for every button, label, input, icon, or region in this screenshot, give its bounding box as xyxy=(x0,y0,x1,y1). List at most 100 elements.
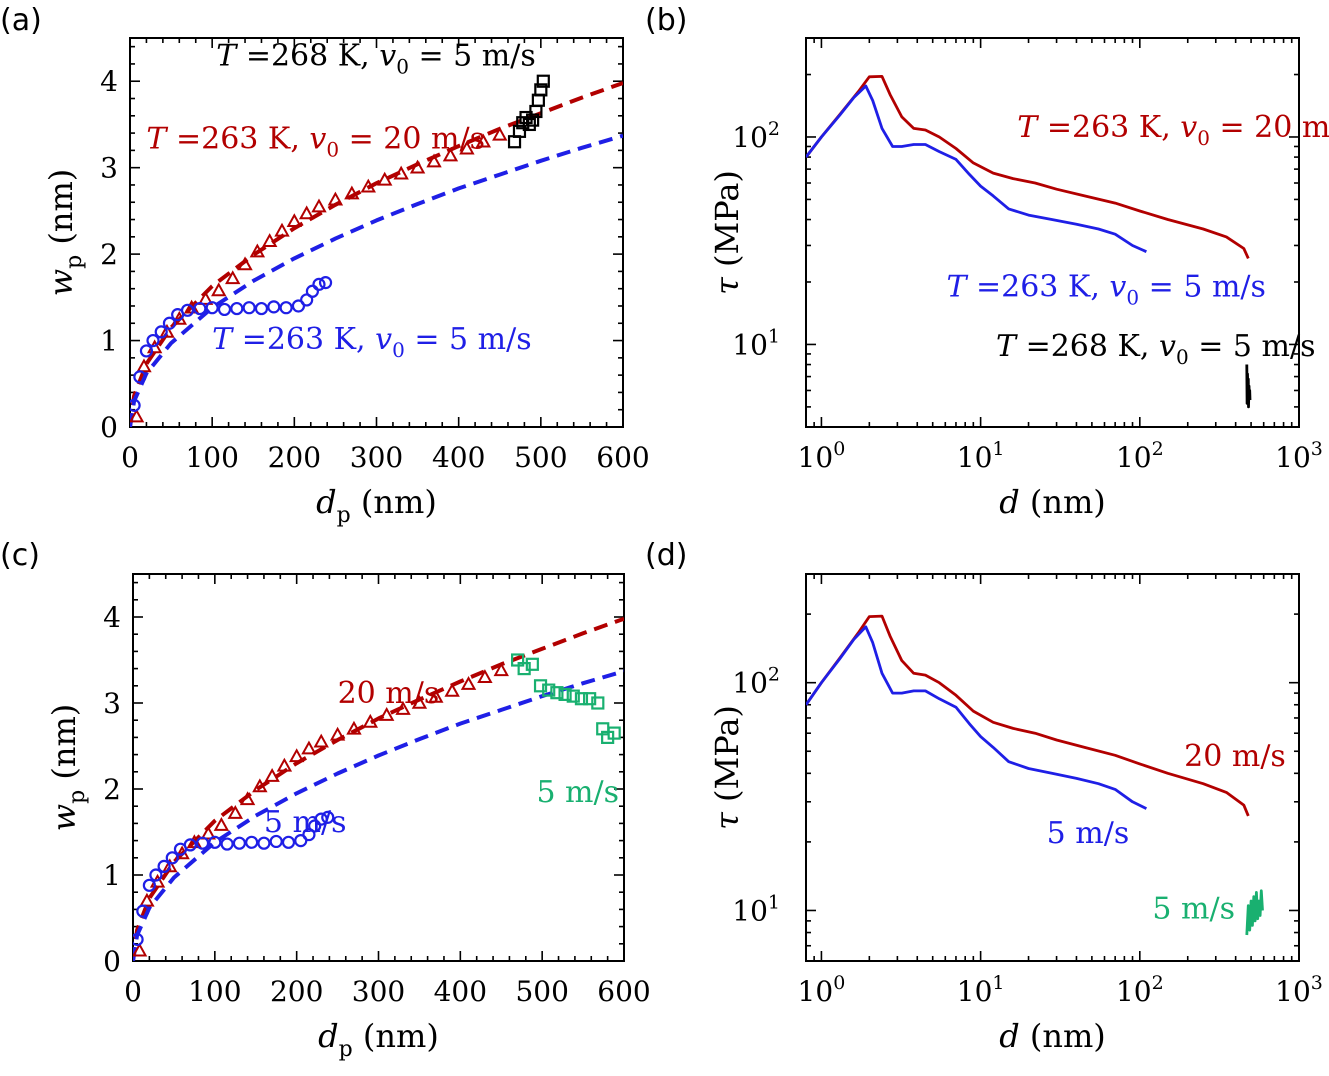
x-tick-label: 0 xyxy=(124,975,142,1008)
annotation-black: T =268 K, v0 = 5 m/s xyxy=(996,329,1315,369)
square-marker xyxy=(522,117,536,132)
square-marker xyxy=(512,124,527,138)
panel-c: (c) 0 100 200 300 400 500 600 0 1 2 3 4 dp (nm) wp (nm… xyxy=(0,538,651,1062)
triangle-marker xyxy=(225,270,241,285)
triangle-marker xyxy=(139,892,155,907)
ticks xyxy=(132,574,625,962)
panel-d: (d) 100 101 102 103 101 102 d (nm) τ (MPa) 20 m/s… xyxy=(645,538,1323,1055)
square-marker xyxy=(574,692,589,706)
triangle-marker xyxy=(264,768,280,782)
square-marker xyxy=(517,661,531,676)
series-markers-black xyxy=(507,74,550,149)
triangle-marker xyxy=(213,817,230,831)
y-tick-label: 0 xyxy=(100,411,118,444)
panel-label: (d) xyxy=(645,538,687,573)
square-marker xyxy=(566,689,580,703)
circle-marker xyxy=(136,904,150,918)
triangle-marker xyxy=(288,748,305,763)
circle-marker xyxy=(242,301,256,315)
triangle-marker xyxy=(286,213,303,228)
annotation-red: 20 m/s xyxy=(1184,739,1286,774)
triangle-marker xyxy=(200,825,216,840)
circle-marker xyxy=(321,810,335,824)
triangle-marker xyxy=(344,185,360,200)
y-tick-label: 3 xyxy=(100,152,118,185)
y-tick-label: 3 xyxy=(103,687,121,720)
triangle-marker xyxy=(276,757,293,772)
triangle-marker xyxy=(493,662,509,677)
annotation-blue: 5 m/s xyxy=(1047,816,1130,851)
y-axis-label: wp (nm) xyxy=(42,169,87,297)
data-area xyxy=(133,616,624,961)
x-tick-label: 101 xyxy=(957,972,1005,1008)
circle-marker xyxy=(130,398,141,412)
ticks xyxy=(129,38,624,428)
x-tick-label: 300 xyxy=(352,975,405,1008)
panel-a: (a) 0 100 200 300 400 500 600 0 1 2 3 4 dp (nm) wp (nm… xyxy=(0,3,650,528)
x-tick-label: 600 xyxy=(597,975,650,1008)
y-tick-label: 1 xyxy=(103,859,121,892)
y-tick-label: 101 xyxy=(732,325,780,361)
circle-marker xyxy=(232,836,246,850)
x-tick-label: 101 xyxy=(957,438,1005,474)
triangle-marker xyxy=(460,676,477,690)
x-tick-label: 200 xyxy=(270,975,323,1008)
series-markers-green xyxy=(511,653,621,745)
x-axis-label: d (nm) xyxy=(999,1017,1106,1055)
x-tick-label: 300 xyxy=(350,441,403,474)
y-axis-label: τ (MPa) xyxy=(708,705,746,830)
circle-marker xyxy=(254,301,269,316)
y-tick-label: 4 xyxy=(100,65,118,98)
triangle-marker xyxy=(378,706,395,721)
y-axis-label: wp (nm) xyxy=(45,704,90,832)
circle-marker xyxy=(208,835,222,849)
circle-marker xyxy=(267,300,281,314)
circle-marker xyxy=(281,835,296,849)
annotation-red: T =263 K, v0 = 20 m/s xyxy=(1017,110,1329,150)
triangle-marker xyxy=(442,147,459,162)
triangle-marker xyxy=(197,291,214,305)
circle-marker xyxy=(149,868,163,882)
triangle-marker xyxy=(492,126,508,141)
series-line-blue xyxy=(130,133,623,427)
triangle-marker xyxy=(252,778,268,793)
square-marker xyxy=(526,113,540,127)
triangle-marker xyxy=(346,720,362,735)
triangle-marker xyxy=(274,222,290,237)
triangle-marker xyxy=(395,700,411,715)
triangle-marker xyxy=(329,726,346,741)
x-tick-label: 100 xyxy=(188,975,241,1008)
y-tick-label: 102 xyxy=(732,118,780,154)
square-marker xyxy=(536,74,550,88)
circle-marker xyxy=(312,277,326,291)
triangle-marker xyxy=(362,713,379,728)
circle-marker xyxy=(318,276,333,290)
square-marker xyxy=(525,657,539,671)
series-markers-red xyxy=(130,126,508,423)
series-line-blue xyxy=(806,625,1148,810)
x-axis-label: dp (nm) xyxy=(318,1017,439,1062)
panel-label: (c) xyxy=(0,538,40,573)
series-line-green xyxy=(1245,889,1264,936)
triangle-marker xyxy=(227,805,243,819)
triangle-marker xyxy=(377,171,393,186)
square-marker xyxy=(533,679,548,693)
triangle-marker xyxy=(298,205,315,220)
series-line-blue xyxy=(806,84,1147,253)
annotation-red: 20 m/s xyxy=(338,676,440,711)
triangle-marker xyxy=(360,178,376,193)
annotation-blue: T =263 K, v0 = 5 m/s xyxy=(212,322,531,362)
y-tick-label: 2 xyxy=(103,773,121,806)
triangle-marker xyxy=(477,669,493,683)
triangle-marker xyxy=(475,133,492,148)
triangle-marker xyxy=(301,740,317,755)
data-area xyxy=(806,614,1264,936)
circle-marker xyxy=(305,284,320,298)
circle-marker xyxy=(205,301,219,315)
plot-frame xyxy=(805,573,1300,962)
x-tick-label: 0 xyxy=(121,441,139,474)
x-tick-label: 103 xyxy=(1275,438,1323,474)
annotation-red: T =263 K, v0 = 20 m/s xyxy=(146,122,485,162)
circle-marker xyxy=(291,299,306,313)
circle-marker xyxy=(142,878,156,892)
